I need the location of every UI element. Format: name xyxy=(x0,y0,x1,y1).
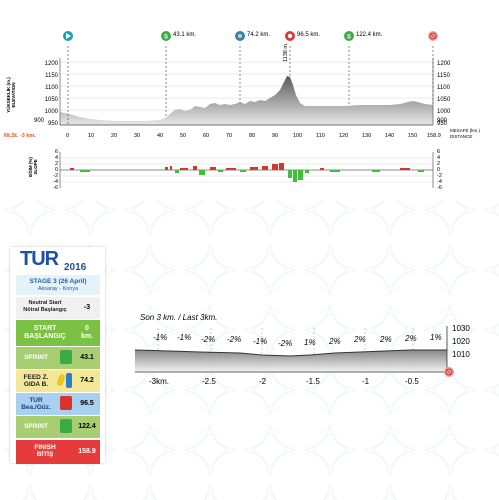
slope-axis-label: EĞİM (%) SLOPE xyxy=(28,157,38,177)
sprint-marker-icon: S xyxy=(161,31,171,41)
distance-axis-label: MESAFE (km.) DISTANCE xyxy=(450,128,480,139)
slope-ticks-left: 6 4 2 0 -2 -4 -6 xyxy=(53,149,58,191)
legend-row-finish: FINISH BİTİŞ 158.9 xyxy=(16,440,100,464)
marker-label-climb: 96.5 km. xyxy=(297,32,321,38)
climb-marker-icon xyxy=(285,31,295,41)
elevation-ticks-right: 1200 1150 1100 1050 1000 950 xyxy=(437,61,451,127)
elevation-profile-chart: S S xyxy=(59,31,438,188)
jersey-icon xyxy=(60,419,72,433)
elevation-tick-900-right: 900 xyxy=(437,118,448,124)
slope-ticks-right: 6 4 2 0 -2 -4 -6 xyxy=(437,149,442,191)
tour-logo: TUR xyxy=(20,248,59,270)
elevation-axis-label: YÜKSEKLİK (m.) ELEVATION xyxy=(6,77,16,113)
elevation-ticks-left: 1200 1150 1100 1050 1000 950 xyxy=(44,61,58,127)
legend-row-tour-climb: TUR Bea./Güz. 96.5 xyxy=(16,393,100,415)
legend-row-start: START BAŞLANGIÇ 0 km. xyxy=(16,320,100,346)
summit-label: 1138 m. xyxy=(283,42,289,62)
feed-zone-marker-icon xyxy=(235,31,245,41)
last-3km-y-ticks: 1030 1020 1010 xyxy=(452,324,470,359)
marker-label-sprint-2: 122.4 km. xyxy=(356,32,383,38)
legend-row-sprint-2: SPRINT 122.4 xyxy=(16,416,100,438)
tour-logo-year: 2016 xyxy=(64,262,87,273)
jersey-icon xyxy=(60,350,72,364)
finish-icon xyxy=(444,367,454,377)
svg-text:S: S xyxy=(347,35,351,41)
stage-route: Aksaray - Konya xyxy=(37,286,79,292)
slope-chart xyxy=(59,152,434,188)
legend-row-sprint-1: SPRINT 43.1 xyxy=(16,347,100,369)
legend-row-feed-zone: FEED Z. GIDA B. 74.2 xyxy=(16,370,100,392)
start-marker-icon xyxy=(63,31,73,41)
bottle-icon xyxy=(66,373,72,388)
elevation-area xyxy=(60,76,433,125)
legend-row-neutral-start: Neutral Start Nötral Başlangıç -3 xyxy=(16,297,100,319)
last-3km-title: Son 3 km. / Last 3km. xyxy=(140,313,218,322)
stage-title: STAGE 3 (26 April) xyxy=(29,278,87,285)
marker-label-feed: 74.2 km. xyxy=(247,32,271,38)
neutral-start-label: Nt.St. -3 km. xyxy=(4,133,36,139)
svg-text:S: S xyxy=(164,35,168,41)
jersey-icon xyxy=(60,396,72,410)
sprint-marker-icon: S xyxy=(344,31,354,41)
marker-label-sprint-1: 43.1 km. xyxy=(173,32,197,38)
finish-marker-icon xyxy=(428,31,438,41)
elevation-tick-900: 900 xyxy=(34,118,45,124)
stage-info: STAGE 3 (26 April) Aksaray - Konya xyxy=(16,275,100,295)
last-3km-profile xyxy=(134,326,454,377)
